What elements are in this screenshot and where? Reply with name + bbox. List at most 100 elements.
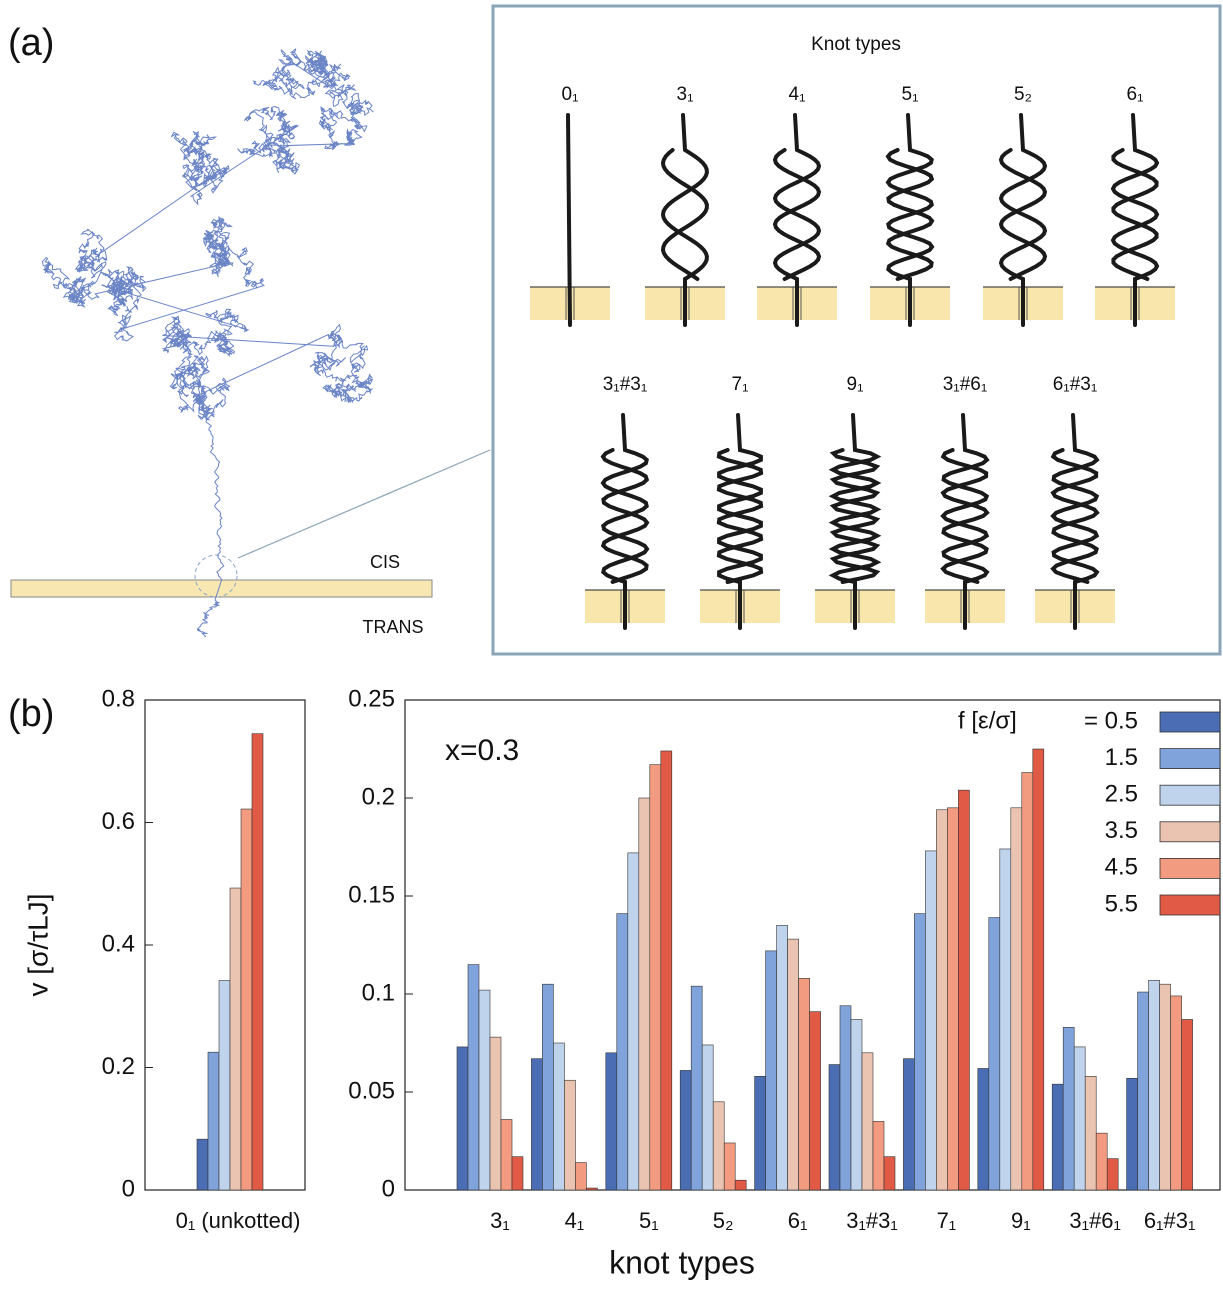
bar	[251, 733, 264, 1191]
polymer-chain	[41, 48, 374, 638]
bar	[1010, 807, 1023, 1191]
x-tick-label: 3₁#6₁	[1069, 1208, 1121, 1233]
panel-label: (b)	[8, 693, 54, 735]
bar	[467, 964, 480, 1191]
bar	[798, 978, 810, 1191]
legend-label: 2.5	[1105, 781, 1138, 808]
bar	[638, 797, 651, 1191]
bar	[850, 1019, 863, 1191]
legend-label: 5.5	[1105, 890, 1138, 917]
legend-swatch	[1159, 821, 1221, 843]
knot-strand	[998, 113, 1048, 327]
bar	[1170, 995, 1182, 1191]
bar	[229, 887, 242, 1191]
bar	[839, 1005, 852, 1191]
y-tick-label: 0.6	[102, 808, 135, 835]
y-tick-label: 0.2	[362, 783, 395, 810]
x-tick-label: 0₁ (unkotted)	[176, 1208, 301, 1233]
legend-swatch	[1159, 711, 1221, 733]
bar	[660, 750, 673, 1191]
annotation: x=0.3	[445, 734, 519, 767]
bar	[701, 1044, 714, 1191]
legend-swatch	[1159, 748, 1221, 769]
knot-label: 7₁	[732, 374, 749, 395]
bar	[500, 1119, 513, 1191]
knot-strand	[716, 448, 764, 584]
legend-label: 1.5	[1105, 744, 1138, 771]
x-tick-label: 6₁#3₁	[1144, 1208, 1196, 1233]
knot-label: 6₁#3₁	[1053, 374, 1098, 395]
bar	[575, 1162, 587, 1191]
bar	[977, 1068, 990, 1191]
knot-box	[491, 4, 1222, 656]
bar	[1051, 1083, 1064, 1191]
bar	[1106, 1158, 1119, 1191]
zoom-circle	[194, 554, 238, 598]
y-tick-label: 0.2	[102, 1053, 135, 1080]
bar	[988, 917, 1001, 1191]
x-tick-label: 6₁	[788, 1208, 808, 1233]
bar	[828, 1064, 841, 1191]
bar	[511, 1156, 524, 1191]
bar	[999, 848, 1012, 1191]
legend-title: f [ε/σ]	[958, 707, 1017, 734]
knot-label: 3₁	[677, 84, 694, 105]
bar	[712, 1101, 725, 1191]
panel-label: (a)	[8, 22, 54, 64]
knot-strand	[600, 448, 650, 584]
zoom-line	[237, 449, 491, 559]
bar	[1137, 991, 1149, 1191]
x-axis-label: knot types	[609, 1244, 755, 1280]
bar	[690, 985, 703, 1191]
bar	[1032, 748, 1045, 1191]
x-tick-label: 3₁#3₁	[846, 1208, 898, 1233]
bar	[679, 1070, 692, 1191]
bar	[542, 983, 554, 1191]
knot-strand	[828, 413, 882, 630]
bar	[605, 1052, 618, 1191]
y-axis-label: v [σ/τLJ]	[22, 893, 53, 996]
bar	[456, 1046, 469, 1191]
bar	[861, 1052, 874, 1191]
knot-label: 0₁	[562, 84, 579, 105]
bar	[925, 850, 937, 1191]
y-tick-label: 0.25	[348, 685, 395, 712]
bar	[936, 809, 948, 1191]
y-tick-label: 0.8	[102, 685, 135, 712]
knot-strand	[566, 113, 572, 327]
knot-strand	[998, 148, 1048, 281]
bar	[776, 925, 788, 1191]
bar	[1148, 979, 1160, 1191]
box-title: Knot types	[811, 34, 901, 55]
x-tick-label: 3₁	[490, 1208, 510, 1233]
bar	[1095, 1132, 1108, 1191]
bar	[627, 852, 640, 1191]
legend-swatch	[1159, 894, 1221, 916]
bar	[1159, 983, 1171, 1191]
bar	[1062, 1027, 1075, 1191]
legend-label: 3.5	[1105, 817, 1138, 844]
y-tick-label: 0	[382, 1175, 395, 1202]
bar	[196, 1138, 209, 1191]
bar	[914, 913, 926, 1191]
bar	[734, 1179, 747, 1191]
bar	[553, 1042, 565, 1191]
bar	[207, 1051, 220, 1191]
y-tick-label: 0.1	[362, 979, 395, 1006]
bar	[218, 980, 231, 1191]
bar	[765, 950, 777, 1191]
y-tick-label: 0	[122, 1175, 135, 1202]
knot-label: 5₂	[1014, 84, 1032, 105]
legend-label: 4.5	[1105, 854, 1138, 881]
knot-strand	[772, 113, 822, 327]
membrane	[10, 579, 433, 598]
knot-strand	[772, 148, 822, 281]
y-tick-label: 0.4	[102, 930, 135, 957]
bar	[1021, 772, 1034, 1191]
bar	[1126, 1077, 1138, 1191]
bar	[809, 1011, 821, 1191]
bar	[883, 1156, 896, 1191]
bar	[947, 807, 959, 1191]
knot-strand	[1110, 113, 1160, 327]
